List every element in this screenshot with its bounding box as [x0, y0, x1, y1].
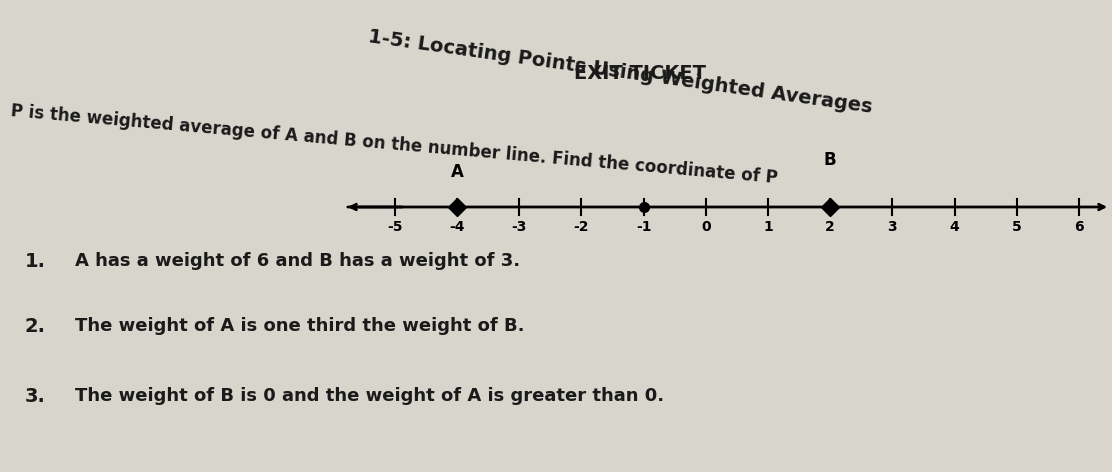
Text: P is the weighted average of A and B on the number line. Find the coordinate of : P is the weighted average of A and B on …	[10, 102, 778, 187]
Text: A: A	[450, 163, 464, 181]
Text: -2: -2	[574, 220, 589, 234]
Text: EXIT TICKET: EXIT TICKET	[574, 64, 706, 83]
Text: 5: 5	[1012, 220, 1022, 234]
Text: 3: 3	[887, 220, 897, 234]
Text: A has a weight of 6 and B has a weight of 3.: A has a weight of 6 and B has a weight o…	[75, 252, 520, 270]
Text: -3: -3	[512, 220, 527, 234]
Text: 1.: 1.	[24, 252, 46, 271]
Text: 1: 1	[763, 220, 773, 234]
Text: -4: -4	[449, 220, 465, 234]
Text: The weight of A is one third the weight of B.: The weight of A is one third the weight …	[75, 317, 525, 335]
Text: 2: 2	[825, 220, 835, 234]
Text: -5: -5	[387, 220, 403, 234]
Text: B: B	[824, 151, 836, 169]
Text: 0: 0	[701, 220, 711, 234]
Text: 3.: 3.	[24, 387, 46, 406]
Text: -1: -1	[636, 220, 652, 234]
Text: 4: 4	[950, 220, 960, 234]
Text: The weight of B is 0 and the weight of A is greater than 0.: The weight of B is 0 and the weight of A…	[75, 387, 664, 405]
Text: 2.: 2.	[24, 317, 46, 336]
Text: 1-5: Locating Points Using Weighted Averages: 1-5: Locating Points Using Weighted Aver…	[367, 27, 873, 117]
Text: 6: 6	[1074, 220, 1084, 234]
